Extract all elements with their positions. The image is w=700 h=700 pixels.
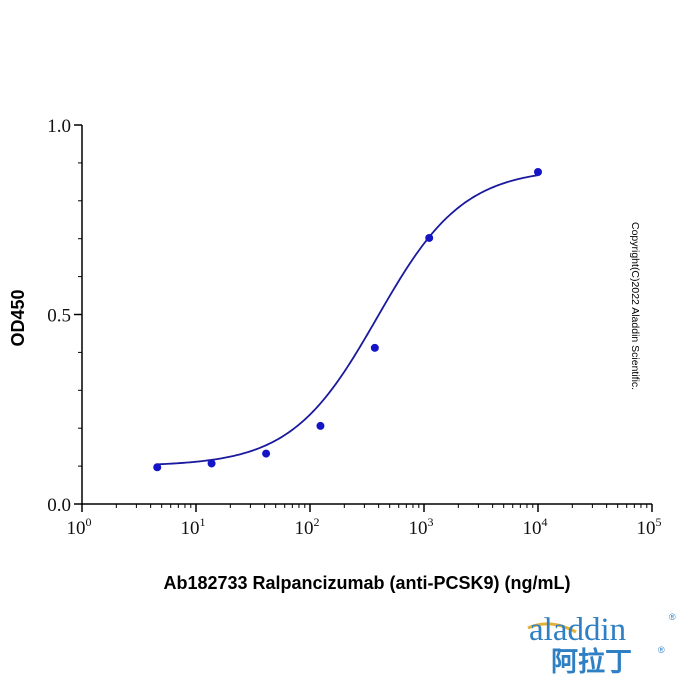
x-tick-label: 102 xyxy=(295,515,320,539)
y-tick-label: 1.0 xyxy=(47,116,71,137)
y-tick-label: 0.0 xyxy=(47,495,71,516)
logo-reg-mark-cjk: ® xyxy=(658,645,665,655)
data-point xyxy=(262,449,271,458)
y-axis-title: OD450 xyxy=(8,289,28,346)
logo-swoosh xyxy=(527,622,577,634)
data-points xyxy=(153,167,542,472)
copyright-text: Copyright(C)2022 Aladdin Scientific. xyxy=(629,222,641,390)
aladdin-logo: aladdin ® 阿拉丁 ® xyxy=(527,612,676,678)
data-point xyxy=(425,233,434,242)
fit-curve xyxy=(157,174,539,466)
logo-latin-text: aladdin xyxy=(529,612,626,648)
data-point xyxy=(207,459,216,468)
ticks xyxy=(74,124,653,512)
x-tick-label: 104 xyxy=(523,515,548,539)
logo-cjk-text: 阿拉丁 xyxy=(551,646,632,678)
logo-reg-mark: ® xyxy=(669,612,676,622)
data-point xyxy=(153,463,162,472)
y-tick-label: 0.5 xyxy=(47,306,71,327)
x-tick-label: 105 xyxy=(637,515,662,539)
x-tick-label: 100 xyxy=(67,515,92,539)
axes xyxy=(81,125,652,505)
x-axis-title: Ab182733 Ralpancizumab (anti-PCSK9) (ng/… xyxy=(163,573,570,593)
x-tick-label: 103 xyxy=(409,515,434,539)
tick-labels: 100 101 102 103 104 105 0.0 0.5 1.0 xyxy=(47,116,661,539)
x-tick-label: 101 xyxy=(181,515,206,539)
data-point xyxy=(370,343,379,352)
data-point xyxy=(534,167,542,176)
data-point xyxy=(316,421,325,430)
